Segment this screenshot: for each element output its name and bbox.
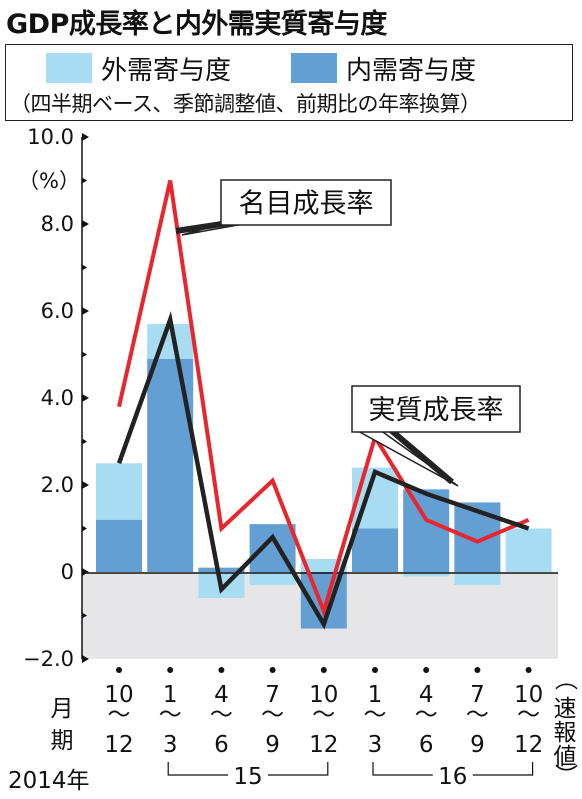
y-minor-tick (82, 438, 87, 445)
x-tick-label-sep: 〜 (108, 702, 131, 728)
x-tick-label-start: 4 (419, 682, 434, 708)
x-tick-dot (167, 667, 174, 673)
bar-domestic (198, 567, 245, 572)
y-tick-mark (82, 220, 89, 228)
y-tick-mark (82, 481, 89, 489)
bar-external (249, 572, 296, 586)
y-tick-mark (82, 655, 89, 663)
bar-external (454, 572, 501, 586)
x-tick-label-end: 6 (214, 732, 229, 758)
x-tick-label-end: 12 (309, 732, 338, 758)
x-tick-dot (218, 667, 225, 673)
month-label-1: 月 (51, 696, 74, 722)
y-minor-tick (82, 525, 87, 532)
x-tick-label-end: 9 (265, 732, 280, 758)
y-tick-label: 10.0 (27, 125, 74, 149)
x-tick-label-end: 12 (514, 732, 543, 758)
x-tick-label-sep: 〜 (364, 702, 387, 728)
x-tick-label-end: 3 (368, 732, 383, 758)
bar-domestic (147, 358, 194, 572)
x-tick-dot (116, 667, 122, 673)
x-tick-label-sep: 〜 (210, 702, 233, 728)
x-tick-dot (269, 667, 276, 673)
x-tick-label-start: 10 (309, 682, 338, 708)
line-nominal (117, 180, 530, 618)
x-tick-label-sep: 〜 (261, 702, 284, 728)
x-tick-label-start: 7 (470, 682, 485, 708)
bar-domestic (403, 489, 450, 572)
chart-title: GDP成長率と内外需実質寄与度 (6, 9, 387, 40)
bar-external (505, 528, 552, 572)
y-tick-label: 4.0 (41, 386, 74, 410)
legend-label-domestic: 内需寄与度 (346, 56, 477, 86)
y-tick-mark (82, 133, 89, 141)
svg-text:速: 速 (554, 696, 577, 722)
callout-real-label: 実質成長率 (369, 395, 504, 426)
x-tick-label-sep: 〜 (415, 702, 438, 728)
year-label-16: 16 (438, 764, 467, 790)
bar-external (403, 572, 450, 577)
x-tick-label-end: 3 (163, 732, 178, 758)
y-tick-mark (82, 394, 89, 402)
x-tick-label-start: 1 (163, 682, 178, 708)
year-label-15: 15 (233, 764, 262, 790)
month-label-2: 期 (51, 728, 74, 754)
bar-domestic (96, 519, 142, 572)
legend-swatch-external (46, 53, 92, 83)
x-tick-label-start: 1 (368, 682, 383, 708)
x-tick-label-end: 9 (470, 732, 485, 758)
bar-domestic (352, 528, 398, 572)
x-tick-label-sep: 〜 (312, 702, 335, 728)
x-tick-label-start: 10 (104, 682, 133, 708)
svg-text:値: 値 (554, 744, 577, 770)
x-tick-label-sep: 〜 (517, 702, 540, 728)
bar-external (96, 463, 142, 520)
legend-label-external: 外需寄与度 (101, 56, 232, 86)
y-minor-tick (82, 612, 87, 619)
x-tick-dot (320, 667, 327, 673)
y-tick-label: 0 (61, 560, 74, 584)
x-tick-dot (423, 667, 430, 673)
x-tick-dot (474, 667, 481, 673)
svg-text:（: （ (552, 668, 578, 691)
svg-text:報: 報 (554, 720, 577, 746)
x-tick-label-sep: 〜 (466, 702, 489, 728)
legend-note: （四半期ベース、季節調整値、前期比の年率換算） (10, 92, 481, 116)
year-label-2014: 2014年 (8, 768, 90, 794)
legend-swatch-domestic (291, 53, 337, 83)
x-tick-label-sep: 〜 (159, 702, 182, 728)
y-minor-tick (82, 264, 87, 271)
svg-text:）: ） (552, 764, 578, 787)
callout-nominal: 名目成長率 (175, 179, 392, 236)
callout-nominal-label: 名目成長率 (239, 189, 374, 220)
y-axis: 10.0 8.0 6.0 4.0 2.0 0 −2.0 (23, 125, 89, 671)
callout-real: 実質成長率 (351, 385, 521, 487)
x-axis: 10〜121〜34〜67〜910〜121〜34〜67〜910〜12月期2014年… (8, 667, 578, 794)
y-tick-mark (82, 568, 89, 576)
x-tick-label-end: 12 (104, 732, 133, 758)
preliminary-note: （ 速報値） (552, 668, 578, 787)
x-tick-label-start: 10 (514, 682, 543, 708)
y-tick-mark (82, 307, 89, 315)
y-minor-tick (82, 351, 87, 358)
legend: 外需寄与度 内需寄与度 （四半期ベース、季節調整値、前期比の年率換算） (5, 44, 573, 121)
x-tick-label-end: 6 (419, 732, 434, 758)
x-tick-dot (525, 667, 532, 673)
y-tick-label: −2.0 (23, 647, 74, 671)
line-real (116, 311, 530, 630)
unit-label: （%） (18, 169, 80, 193)
y-minor-tick (82, 177, 87, 184)
y-tick-label: 6.0 (41, 299, 74, 323)
x-tick-label-start: 7 (265, 682, 280, 708)
y-tick-label: 2.0 (41, 473, 74, 497)
x-tick-label-start: 4 (214, 682, 229, 708)
y-tick-label: 8.0 (41, 212, 74, 236)
x-tick-dot (372, 667, 378, 673)
